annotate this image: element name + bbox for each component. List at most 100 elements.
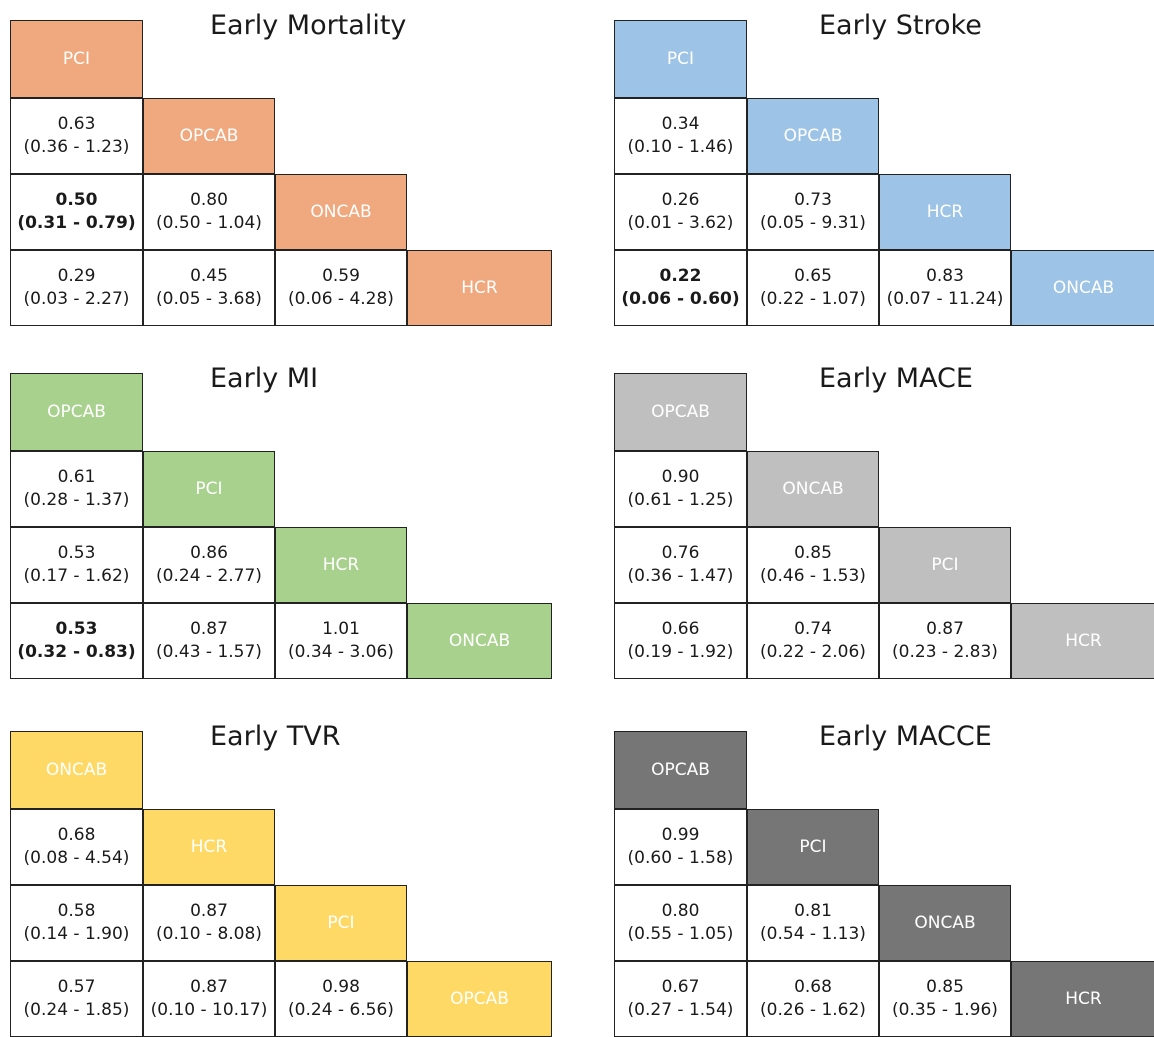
treatment-label-pci: PCI [747,809,879,885]
panel-title: Early TVR [210,721,341,752]
comparison-cell: 0.67 (0.27 - 1.54) [614,961,747,1037]
panel-early-mortality: Early Mortality PCI OPCAB ONCAB HCR 0.63 (0.36… [10,10,552,326]
estimate-value: 0.81 [794,901,832,921]
treatment-label-opcab: OPCAB [407,961,552,1037]
confidence-interval: (0.24 - 1.85) [23,1000,130,1020]
estimate-value: 0.53 [55,619,98,639]
treatment-label-opcab: OPCAB [614,731,747,809]
estimate-value: 0.50 [55,190,98,210]
treatment-label-oncab: ONCAB [10,731,143,809]
estimate-value: 0.34 [661,114,700,134]
confidence-interval: (0.24 - 2.77) [156,566,262,586]
comparison-cell: 0.57 (0.24 - 1.85) [10,961,143,1037]
panel-title: Early MACCE [819,721,992,752]
estimate-value: 0.90 [661,467,700,487]
comparison-cell: 0.98 (0.24 - 6.56) [275,961,407,1037]
panel-title: Early MACE [819,363,973,394]
confidence-interval: (0.22 - 1.07) [760,289,866,309]
treatment-label-pci: PCI [275,885,407,961]
panel-title: Early Stroke [819,10,982,41]
confidence-interval: (0.43 - 1.57) [156,642,262,662]
treatment-label-hcr: HCR [407,250,552,326]
estimate-value: 0.76 [661,543,700,563]
estimate-value: 0.68 [794,977,832,997]
estimate-value: 1.01 [322,619,360,639]
comparison-cell: 0.68 (0.08 - 4.54) [10,809,143,885]
estimate-value: 0.53 [57,543,96,563]
estimate-value: 0.83 [926,266,964,286]
estimate-value: 0.98 [322,977,360,997]
confidence-interval: (0.17 - 1.62) [23,566,130,586]
comparison-cell: 0.61 (0.28 - 1.37) [10,451,143,527]
panel-title: Early Mortality [210,10,407,41]
confidence-interval: (0.08 - 4.54) [23,848,130,868]
treatment-label-opcab: OPCAB [10,373,143,451]
treatment-label-opcab: OPCAB [747,98,879,174]
comparison-cell: 0.86 (0.24 - 2.77) [143,527,275,603]
comparison-cell: 0.99 (0.60 - 1.58) [614,809,747,885]
treatment-label-pci: PCI [614,20,747,98]
treatment-label-oncab: ONCAB [407,603,552,679]
estimate-value: 0.29 [57,266,96,286]
estimate-value: 0.87 [190,901,228,921]
comparison-cell: 0.80 (0.50 - 1.04) [143,174,275,250]
panel-early-tvr: Early TVR ONCAB HCR PCI OPCAB 0.68 (0.08 - 4.5… [10,721,552,1037]
confidence-interval: (0.35 - 1.96) [892,1000,998,1020]
confidence-interval: (0.03 - 2.27) [23,289,130,309]
treatment-label-hcr: HCR [1011,603,1154,679]
comparison-cell: 0.87 (0.10 - 8.08) [143,885,275,961]
comparison-cell: 0.53 (0.32 - 0.83) [10,603,143,679]
estimate-value: 0.85 [926,977,964,997]
estimate-value: 0.80 [661,901,700,921]
panel-title: Early MI [210,363,319,394]
comparison-cell: 0.50 (0.31 - 0.79) [10,174,143,250]
estimate-value: 0.58 [57,901,96,921]
confidence-interval: (0.05 - 9.31) [760,213,866,233]
confidence-interval: (0.28 - 1.37) [23,490,130,510]
treatment-label-hcr: HCR [879,174,1011,250]
comparison-cell: 0.34 (0.10 - 1.46) [614,98,747,174]
confidence-interval: (0.32 - 0.83) [17,642,136,662]
treatment-label-pci: PCI [10,20,143,98]
confidence-interval: (0.19 - 1.92) [627,642,734,662]
estimate-value: 0.87 [926,619,964,639]
comparison-cell: 0.65 (0.22 - 1.07) [747,250,879,326]
confidence-interval: (0.46 - 1.53) [760,566,866,586]
comparison-cell: 0.26 (0.01 - 3.62) [614,174,747,250]
comparison-cell: 0.85 (0.35 - 1.96) [879,961,1011,1037]
confidence-interval: (0.36 - 1.47) [627,566,734,586]
confidence-interval: (0.31 - 0.79) [17,213,136,233]
treatment-label-opcab: OPCAB [614,373,747,451]
estimate-value: 0.57 [57,977,96,997]
comparison-cell: 0.66 (0.19 - 1.92) [614,603,747,679]
panel-early-mi: Early MI OPCAB PCI HCR ONCAB 0.61 (0.28 - 1.37… [10,363,552,679]
treatment-label-hcr: HCR [143,809,275,885]
comparison-cell: 0.59 (0.06 - 4.28) [275,250,407,326]
comparison-cell: 0.53 (0.17 - 1.62) [10,527,143,603]
estimate-value: 0.66 [661,619,700,639]
treatment-label-hcr: HCR [275,527,407,603]
confidence-interval: (0.55 - 1.05) [627,924,734,944]
comparison-cell: 0.68 (0.26 - 1.62) [747,961,879,1037]
estimate-value: 0.74 [794,619,832,639]
confidence-interval: (0.36 - 1.23) [23,137,130,157]
estimate-value: 0.87 [190,977,228,997]
estimate-value: 0.45 [190,266,228,286]
confidence-interval: (0.10 - 8.08) [156,924,262,944]
estimate-value: 0.85 [794,543,832,563]
treatment-label-pci: PCI [143,451,275,527]
confidence-interval: (0.60 - 1.58) [627,848,734,868]
comparison-cell: 0.81 (0.54 - 1.13) [747,885,879,961]
estimate-value: 0.73 [794,190,832,210]
confidence-interval: (0.10 - 10.17) [150,1000,268,1020]
panel-early-mace: Early MACE OPCAB ONCAB PCI HCR 0.90 (0.61 - 1.… [614,363,1154,679]
treatment-label-opcab: OPCAB [143,98,275,174]
confidence-interval: (0.22 - 2.06) [760,642,866,662]
confidence-interval: (0.61 - 1.25) [627,490,734,510]
estimate-value: 0.63 [57,114,96,134]
comparison-cell: 0.73 (0.05 - 9.31) [747,174,879,250]
confidence-interval: (0.34 - 3.06) [288,642,394,662]
confidence-interval: (0.05 - 3.68) [156,289,262,309]
comparison-cell: 0.87 (0.10 - 10.17) [143,961,275,1037]
comparison-cell: 0.22 (0.06 - 0.60) [614,250,747,326]
